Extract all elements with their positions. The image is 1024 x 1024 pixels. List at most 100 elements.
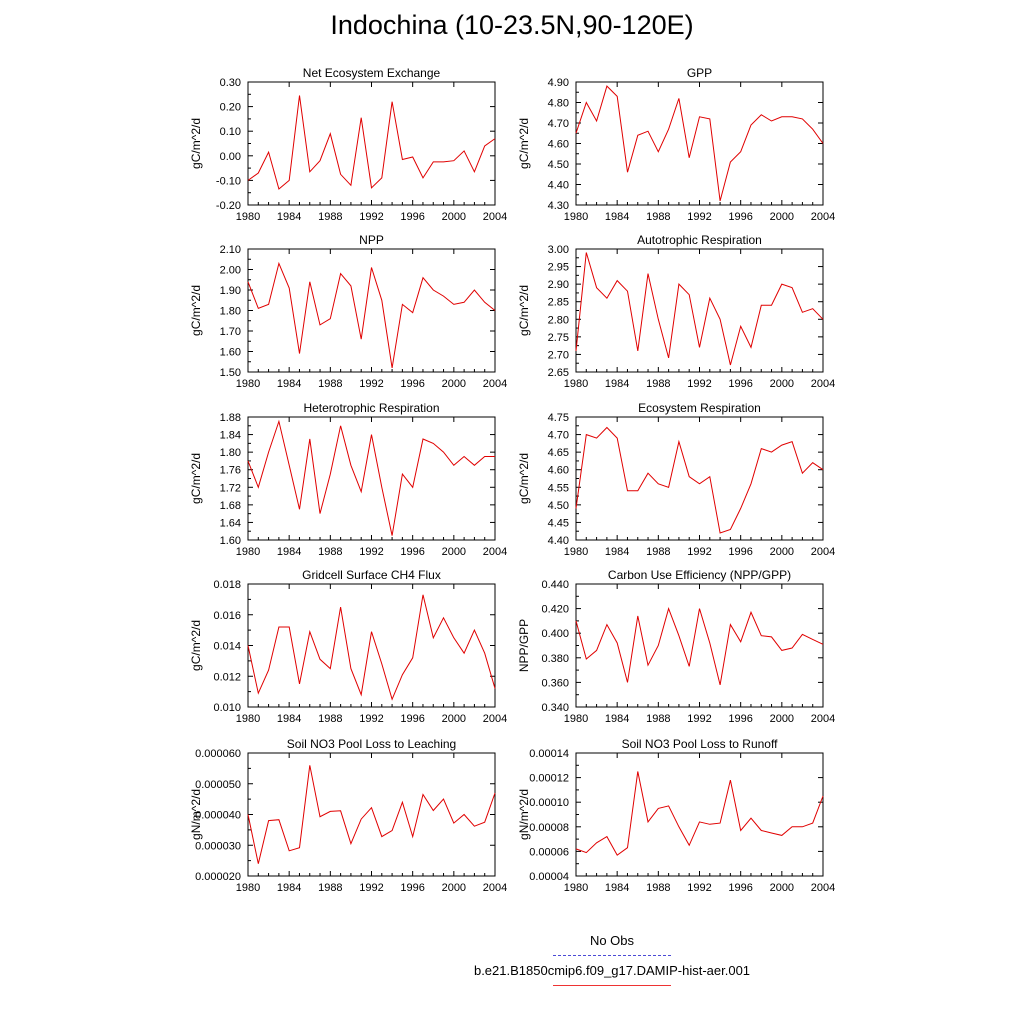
x-tick-label: 1984 bbox=[605, 546, 629, 558]
y-tick-label: 4.60 bbox=[548, 465, 569, 477]
y-tick-label: 0.420 bbox=[541, 604, 569, 616]
y-tick-label: 2.90 bbox=[548, 279, 569, 291]
y-tick-label: -0.20 bbox=[216, 200, 241, 212]
y-tick-label: 4.70 bbox=[548, 118, 569, 130]
y-tick-label: 0.00 bbox=[220, 151, 241, 163]
x-tick-label: 1980 bbox=[236, 882, 260, 894]
series-line bbox=[247, 95, 496, 190]
y-tick-label: 2.00 bbox=[220, 265, 241, 277]
x-tick-label: 1984 bbox=[277, 713, 301, 725]
x-tick-label: 1984 bbox=[277, 378, 301, 390]
x-tick-label: 1984 bbox=[605, 211, 629, 223]
y-tick-label: 4.80 bbox=[548, 98, 569, 110]
panel-title: Soil NO3 Pool Loss to Runoff bbox=[622, 737, 779, 751]
y-tick-label: 4.75 bbox=[548, 412, 569, 424]
y-axis-label: gC/m^2/d bbox=[517, 285, 531, 336]
chart-panel-5: Ecosystem Respiration gC/m^2/d 4.40 4.45 4.5… bbox=[517, 401, 835, 558]
legend-run-line bbox=[553, 985, 671, 986]
y-tick-label: 2.95 bbox=[548, 262, 569, 274]
y-tick-label: 0.000030 bbox=[195, 840, 241, 852]
y-tick-label: 4.50 bbox=[548, 500, 569, 512]
y-axis-label: NPP/GPP bbox=[517, 619, 531, 672]
chart-panel-6: Gridcell Surface CH4 Flux gC/m^2/d 0.010 0.… bbox=[189, 568, 507, 725]
y-tick-label: 0.000060 bbox=[195, 748, 241, 760]
y-axis-label: gC/m^2/d bbox=[189, 118, 203, 169]
series-line bbox=[575, 607, 824, 686]
y-axis-label: gC/m^2/d bbox=[189, 285, 203, 336]
y-tick-label: 0.00012 bbox=[529, 773, 569, 785]
series-line bbox=[247, 261, 496, 368]
panel-title: Gridcell Surface CH4 Flux bbox=[302, 568, 441, 582]
x-tick-label: 1988 bbox=[318, 211, 342, 223]
plot-frame bbox=[575, 416, 824, 541]
x-tick-label: 1980 bbox=[236, 378, 260, 390]
y-tick-label: 0.016 bbox=[213, 610, 241, 622]
chart-panel-1: GPP gC/m^2/d 4.30 4.40 4.50 4.60 4.70 4.80 4.90 1… bbox=[517, 66, 835, 223]
series-line bbox=[575, 85, 824, 202]
y-tick-label: 2.10 bbox=[220, 244, 241, 256]
x-tick-label: 1980 bbox=[236, 211, 260, 223]
y-tick-label: 1.84 bbox=[220, 430, 241, 442]
x-tick-label: 2000 bbox=[770, 378, 794, 390]
legend-obs-label: No Obs bbox=[589, 933, 635, 948]
y-axis-label: gC/m^2/d bbox=[189, 453, 203, 504]
x-tick-label: 1988 bbox=[646, 378, 670, 390]
x-tick-label: 1984 bbox=[605, 882, 629, 894]
y-tick-label: 4.50 bbox=[548, 159, 569, 171]
x-tick-label: 2004 bbox=[483, 546, 507, 558]
x-tick-label: 1984 bbox=[605, 378, 629, 390]
y-tick-label: 4.70 bbox=[548, 430, 569, 442]
y-tick-label: 0.30 bbox=[220, 77, 241, 89]
y-tick-label: 0.00008 bbox=[529, 822, 569, 834]
y-tick-label: 2.75 bbox=[548, 332, 569, 344]
series-line bbox=[575, 252, 824, 366]
y-tick-label: 1.60 bbox=[220, 347, 241, 359]
y-axis-label: gC/m^2/d bbox=[189, 620, 203, 671]
panel-title: NPP bbox=[359, 233, 384, 247]
x-tick-label: 1996 bbox=[400, 713, 424, 725]
y-tick-label: 0.380 bbox=[541, 653, 569, 665]
x-tick-label: 1996 bbox=[400, 882, 424, 894]
plot-frame bbox=[575, 583, 824, 708]
x-tick-label: 2000 bbox=[442, 546, 466, 558]
panel-title: GPP bbox=[687, 66, 712, 80]
y-tick-label: 2.65 bbox=[548, 367, 569, 379]
y-tick-label: 4.40 bbox=[548, 535, 569, 547]
y-tick-label: 4.30 bbox=[548, 200, 569, 212]
y-tick-label: 2.85 bbox=[548, 297, 569, 309]
x-tick-label: 1996 bbox=[728, 546, 752, 558]
y-tick-label: 1.72 bbox=[220, 482, 241, 494]
x-tick-label: 1984 bbox=[277, 882, 301, 894]
y-tick-label: 0.00010 bbox=[529, 797, 569, 809]
x-tick-label: 1988 bbox=[318, 378, 342, 390]
x-tick-label: 2000 bbox=[770, 211, 794, 223]
x-tick-label: 1988 bbox=[318, 882, 342, 894]
x-tick-label: 1996 bbox=[728, 713, 752, 725]
panel-title: Net Ecosystem Exchange bbox=[303, 66, 441, 80]
y-tick-label: 1.64 bbox=[220, 517, 241, 529]
y-tick-label: 0.20 bbox=[220, 102, 241, 114]
x-tick-label: 1988 bbox=[646, 713, 670, 725]
panel-title: Soil NO3 Pool Loss to Leaching bbox=[287, 737, 456, 751]
y-tick-label: 2.80 bbox=[548, 314, 569, 326]
y-tick-label: 0.000020 bbox=[195, 871, 241, 883]
x-tick-label: 2000 bbox=[442, 713, 466, 725]
y-tick-label: 0.000040 bbox=[195, 810, 241, 822]
y-axis-label: gN/m^2/d bbox=[517, 789, 531, 840]
y-tick-label: 1.80 bbox=[220, 306, 241, 318]
panel-title: Carbon Use Efficiency (NPP/GPP) bbox=[608, 568, 791, 582]
y-tick-label: 0.000050 bbox=[195, 779, 241, 791]
x-tick-label: 2004 bbox=[811, 378, 835, 390]
x-tick-label: 2000 bbox=[442, 378, 466, 390]
panel-title: Ecosystem Respiration bbox=[638, 401, 761, 415]
y-tick-label: 0.00006 bbox=[529, 846, 569, 858]
x-tick-label: 1992 bbox=[359, 378, 383, 390]
y-tick-label: 0.00014 bbox=[529, 748, 569, 760]
x-tick-label: 2004 bbox=[483, 882, 507, 894]
x-tick-label: 1980 bbox=[564, 882, 588, 894]
x-tick-label: 1984 bbox=[277, 211, 301, 223]
y-tick-label: 1.50 bbox=[220, 367, 241, 379]
x-tick-label: 1992 bbox=[359, 546, 383, 558]
x-tick-label: 1984 bbox=[277, 546, 301, 558]
